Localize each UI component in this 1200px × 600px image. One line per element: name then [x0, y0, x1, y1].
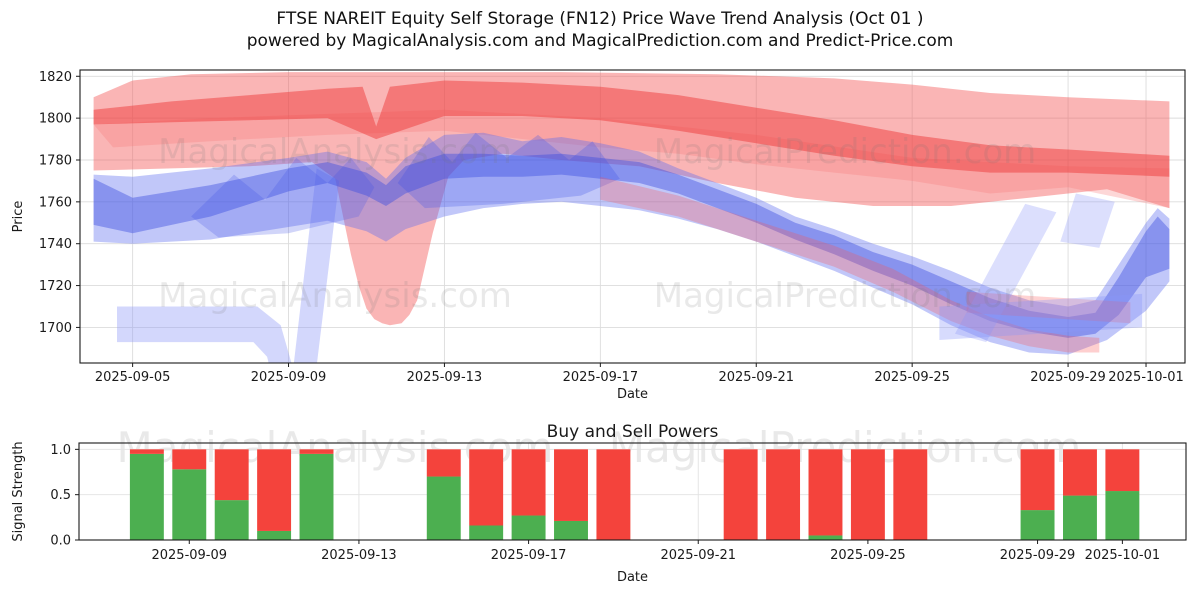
sell-bar-2025-09-09 [172, 449, 207, 470]
band-blue-wide [93, 132, 1170, 355]
y-tick-label: 0.0 [50, 534, 71, 549]
x-tick-label: 2025-09-13 [321, 548, 397, 563]
buy-bar-2025-09-30 [1063, 495, 1097, 540]
y-tick-label: 1700 [39, 321, 72, 336]
price-xaxis-label: Date [617, 387, 648, 402]
x-tick-label: 2025-09-29 [1030, 370, 1106, 385]
sell-bar-2025-09-22 [723, 449, 758, 540]
buy-bar-2025-09-10 [214, 500, 249, 540]
x-tick-label: 2025-09-21 [660, 548, 736, 563]
watermark-text: MagicalPrediction.com [609, 423, 1082, 472]
title-block: FTSE NAREIT Equity Self Storage (FN12) P… [0, 8, 1200, 52]
sell-bar-2025-09-24 [808, 449, 843, 536]
band-blue-right-diag [955, 203, 1057, 343]
sell-bar-2025-10-01 [1105, 449, 1140, 492]
watermark-text: MagicalPrediction.com [654, 132, 1037, 172]
sell-bar-2025-09-25 [850, 449, 885, 540]
sell-bar-2025-09-19 [596, 449, 631, 540]
band-blue-core [93, 153, 1170, 338]
watermark-text: MagicalPrediction.com [654, 276, 1037, 316]
x-tick-label: 2025-09-25 [830, 548, 906, 563]
signal-chart-title: Buy and Sell Powers [547, 422, 719, 442]
y-tick-label: 1.0 [50, 443, 71, 458]
x-tick-label: 2025-09-09 [251, 370, 327, 385]
sell-bar-2025-09-17 [511, 449, 546, 516]
sell-bar-2025-09-26 [893, 449, 928, 540]
band-blue-left-low-band [117, 306, 292, 363]
buy-bar-2025-09-29 [1020, 510, 1055, 540]
y-tick-label: 1820 [39, 70, 72, 85]
sell-bar-2025-09-29 [1020, 449, 1055, 511]
sell-bar-2025-09-10 [214, 449, 249, 501]
buy-bar-2025-09-17 [511, 515, 546, 540]
chart-title: FTSE NAREIT Equity Self Storage (FN12) P… [276, 9, 924, 29]
y-tick-label: 1720 [39, 279, 72, 294]
x-tick-label: 2025-09-05 [95, 370, 171, 385]
x-tick-label: 2025-09-25 [874, 370, 950, 385]
x-tick-label: 2025-09-09 [151, 548, 227, 563]
y-tick-label: 1740 [39, 237, 72, 252]
sell-bar-2025-09-11 [257, 449, 292, 531]
signal-plot-frame [78, 442, 1187, 541]
buy-bar-2025-09-15 [426, 476, 461, 540]
y-tick-label: 1800 [39, 112, 72, 127]
y-tick-label: 1780 [39, 153, 72, 168]
x-tick-label: 2025-10-01 [1108, 370, 1184, 385]
sell-bar-2025-09-16 [469, 449, 504, 526]
y-tick-label: 0.5 [50, 488, 71, 503]
band-blue-riser [293, 168, 340, 363]
signal-yaxis-label: Signal Strength [11, 441, 26, 541]
band-red-descend-under [600, 176, 1100, 353]
buy-bar-2025-09-12 [299, 453, 334, 540]
band-blue-right-low-band [939, 293, 1143, 340]
price-plot-frame [79, 69, 1186, 364]
sell-bar-2025-09-30 [1063, 449, 1097, 496]
sell-bar-2025-09-08 [129, 449, 164, 454]
band-blue-peaks [397, 132, 620, 209]
buy-bar-2025-09-08 [129, 453, 164, 540]
sell-bar-2025-09-23 [766, 449, 801, 540]
x-tick-label: 2025-09-29 [1000, 548, 1076, 563]
buy-bar-2025-09-24 [808, 535, 843, 540]
x-tick-label: 2025-09-21 [718, 370, 794, 385]
watermark-text: MagicalAnalysis.com [158, 276, 512, 316]
x-tick-label: 2025-09-13 [407, 370, 483, 385]
band-blue-peaks-left [191, 157, 375, 238]
signal-xaxis-label: Date [617, 570, 648, 585]
band-red-core [93, 80, 1170, 177]
sell-bar-2025-09-18 [554, 449, 588, 521]
band-red-right-patch [966, 291, 1131, 324]
x-tick-label: 2025-10-01 [1085, 548, 1161, 563]
buy-bar-2025-09-11 [257, 530, 292, 540]
x-tick-label: 2025-09-17 [563, 370, 639, 385]
sell-bar-2025-09-12 [299, 449, 334, 454]
chart-subtitle: powered by MagicalAnalysis.com and Magic… [246, 31, 954, 51]
watermark-text: MagicalAnalysis.com [158, 132, 512, 172]
buy-bar-2025-10-01 [1105, 491, 1140, 540]
y-tick-label: 1760 [39, 195, 72, 210]
price-yaxis-label: Price [11, 201, 26, 233]
buy-bar-2025-09-09 [172, 469, 207, 540]
x-tick-label: 2025-09-17 [491, 548, 567, 563]
band-blue-right-blob [1060, 193, 1115, 248]
buy-bar-2025-09-16 [469, 525, 504, 540]
buy-bar-2025-09-18 [554, 520, 588, 540]
sell-bar-2025-09-15 [426, 449, 461, 477]
